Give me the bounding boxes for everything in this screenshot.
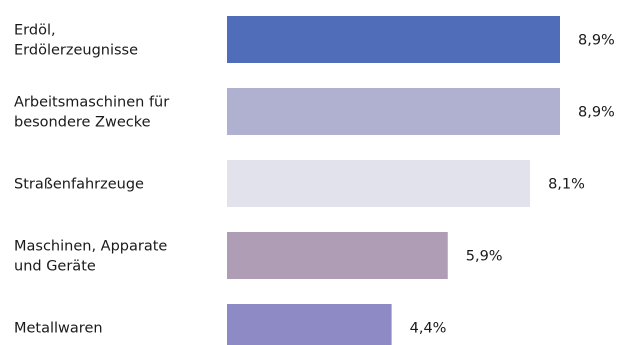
category-label-line: Straßenfahrzeuge (14, 177, 144, 193)
bar-2 (227, 88, 560, 135)
bar-3 (227, 160, 531, 207)
value-label-2: 8,9% (578, 105, 615, 121)
value-label-4: 5,9% (466, 249, 503, 265)
category-labels-group: Erdöl, Erdölerzeugnisse Arbeitsmaschinen f… (14, 23, 169, 337)
bars-group (227, 16, 560, 345)
category-label-line: besondere Zwecke (14, 115, 151, 131)
value-labels-group: 8,9% 8,9% 8,1% 5,9% 4,4% (410, 33, 615, 337)
category-label-3: Straßenfahrzeuge (14, 177, 144, 193)
value-label-5: 4,4% (410, 321, 447, 337)
category-label-line: Maschinen, Apparate (14, 239, 167, 255)
category-label-line: Arbeitsmaschinen für (14, 95, 169, 111)
bar-1 (227, 16, 560, 63)
category-label-1: Erdöl, Erdölerzeugnisse (14, 23, 138, 59)
category-label-line: Metallwaren (14, 321, 103, 337)
category-label-line: Erdölerzeugnisse (14, 43, 138, 59)
category-label-5: Metallwaren (14, 321, 103, 337)
value-label-1: 8,9% (578, 33, 615, 49)
bar-4 (227, 232, 448, 279)
category-label-2: Arbeitsmaschinen für besondere Zwecke (14, 95, 169, 131)
category-label-4: Maschinen, Apparate und Geräte (14, 239, 167, 275)
bar-5 (227, 304, 392, 345)
category-label-line: und Geräte (14, 259, 96, 275)
value-label-3: 8,1% (548, 177, 585, 193)
category-label-line: Erdöl, (14, 23, 56, 39)
